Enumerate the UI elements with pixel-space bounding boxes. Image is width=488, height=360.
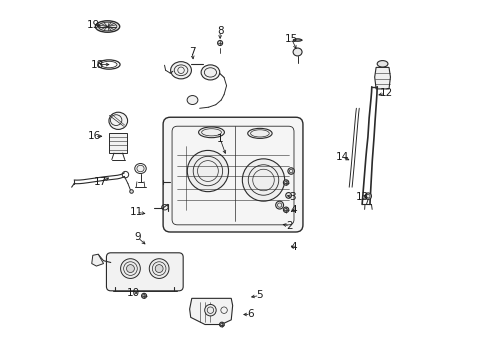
Text: 4: 4 xyxy=(290,206,297,216)
Ellipse shape xyxy=(187,95,198,104)
Ellipse shape xyxy=(142,293,146,298)
Text: 1: 1 xyxy=(216,134,223,144)
Text: 11: 11 xyxy=(129,207,142,217)
FancyBboxPatch shape xyxy=(163,117,303,232)
Ellipse shape xyxy=(219,322,224,327)
Text: 6: 6 xyxy=(247,310,254,319)
Text: 2: 2 xyxy=(286,221,293,231)
Ellipse shape xyxy=(135,163,146,174)
Polygon shape xyxy=(374,67,389,89)
Text: 14: 14 xyxy=(335,152,348,162)
Text: 4: 4 xyxy=(290,242,297,252)
Text: 17: 17 xyxy=(94,177,107,187)
Text: 9: 9 xyxy=(134,232,141,242)
Ellipse shape xyxy=(376,60,387,67)
Text: 8: 8 xyxy=(216,26,223,36)
Ellipse shape xyxy=(170,62,191,79)
Ellipse shape xyxy=(275,201,283,209)
Ellipse shape xyxy=(187,150,228,192)
Polygon shape xyxy=(189,298,232,324)
Ellipse shape xyxy=(198,127,224,138)
Text: 7: 7 xyxy=(188,46,195,57)
Text: 10: 10 xyxy=(126,288,140,298)
Polygon shape xyxy=(92,254,103,266)
Ellipse shape xyxy=(204,305,216,316)
Ellipse shape xyxy=(242,159,284,201)
Ellipse shape xyxy=(364,193,371,199)
Ellipse shape xyxy=(129,190,133,193)
Ellipse shape xyxy=(285,193,291,198)
Text: 19: 19 xyxy=(86,20,100,30)
FancyBboxPatch shape xyxy=(106,253,183,291)
Polygon shape xyxy=(109,134,127,153)
Ellipse shape xyxy=(287,168,294,174)
Text: 5: 5 xyxy=(256,291,263,301)
Ellipse shape xyxy=(283,207,288,212)
Ellipse shape xyxy=(247,129,271,138)
Text: 12: 12 xyxy=(379,88,392,98)
Text: 16: 16 xyxy=(88,131,101,141)
Ellipse shape xyxy=(201,65,219,80)
Ellipse shape xyxy=(121,259,140,278)
Ellipse shape xyxy=(109,112,127,130)
Text: 13: 13 xyxy=(355,192,368,202)
Text: 18: 18 xyxy=(91,59,104,69)
Ellipse shape xyxy=(126,265,134,273)
Ellipse shape xyxy=(155,265,163,273)
Ellipse shape xyxy=(95,21,120,32)
Text: 3: 3 xyxy=(289,192,296,202)
Text: 15: 15 xyxy=(285,35,298,44)
Ellipse shape xyxy=(149,259,169,278)
Ellipse shape xyxy=(217,41,222,45)
Ellipse shape xyxy=(292,48,302,56)
Ellipse shape xyxy=(283,180,288,185)
